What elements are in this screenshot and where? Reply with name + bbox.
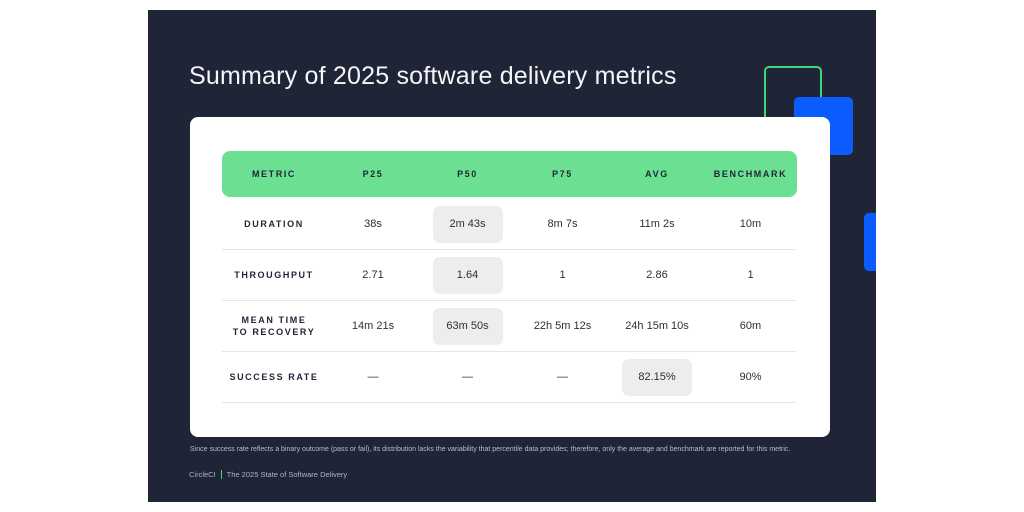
cell-avg: 11m 2s [610,218,704,230]
table-row-mttr: MEAN TIME TO RECOVERY 14m 21s 63m 50s 22… [222,301,796,352]
highlighted-value: 1.64 [432,256,503,294]
cell-value: 11m 2s [639,218,675,230]
header-p25: P25 [362,169,384,179]
cell-p75: — [515,371,610,383]
cell-avg: 82.15% [610,358,704,396]
cell-p75: 1 [515,269,610,281]
cell-value: 8m 7s [547,218,578,230]
cell-value: 14m 21s [351,320,395,332]
cell-avg: 2.86 [610,269,704,281]
cell-benchmark: 1 [704,269,797,281]
cell-p25: 2.71 [326,269,420,281]
row-label: THROUGHPUT [234,270,314,280]
cell-value: — [557,371,568,383]
page-title: Summary of 2025 software delivery metric… [189,62,677,90]
footnote: Since success rate reflects a binary out… [190,446,791,453]
highlighted-value: 2m 43s [432,205,503,243]
footer-separator [220,470,222,479]
cell-value: 1 [747,269,754,281]
cell-value: 38s [364,218,382,230]
cell-p50: — [420,371,515,383]
cell-p25: 38s [326,218,420,230]
cell-p75: 8m 7s [515,218,610,230]
cell-p50: 1.64 [420,256,515,294]
cell-value: 2.86 [646,269,668,281]
slide: Summary of 2025 software delivery metric… [148,10,876,502]
footer-report-title: The 2025 State of Software Delivery [226,470,348,479]
row-label: MEAN TIME TO RECOVERY [222,314,326,338]
cell-value: 90% [739,371,762,383]
header-p75: P75 [552,169,573,179]
table-header: METRIC P25 P50 P75 AVG BENCHMARK [222,151,797,197]
highlighted-value: 82.15% [622,358,692,396]
header-p50: P50 [457,169,478,179]
cell-value: 10m [739,218,762,230]
header-avg: AVG [645,169,669,179]
table-body: DURATION 38s 2m 43s 8m 7s 11m 2s 10m THR… [222,199,796,403]
row-label-line1: MEAN TIME [241,315,307,325]
row-label: DURATION [244,219,304,229]
row-label-line2: TO RECOVERY [232,327,316,337]
table-row-throughput: THROUGHPUT 2.71 1.64 1 2.86 1 [222,250,796,301]
decorative-blue-tab [864,213,876,271]
cell-p50: 2m 43s [420,205,515,243]
cell-benchmark: 60m [704,320,797,332]
header-benchmark: BENCHMARK [713,169,788,179]
cell-avg: 24h 15m 10s [610,320,704,332]
table-row-success-rate: SUCCESS RATE — — — 82.15% 90% [222,352,796,403]
header-metric: METRIC [251,169,297,179]
cell-value: 24h 15m 10s [625,320,689,332]
cell-value: — [462,371,473,383]
metrics-card: METRIC P25 P50 P75 AVG BENCHMARK DURATIO… [190,117,830,437]
table-row-duration: DURATION 38s 2m 43s 8m 7s 11m 2s 10m [222,199,796,250]
cell-benchmark: 90% [704,371,797,383]
cell-value: 2.71 [362,269,384,281]
highlighted-value: 63m 50s [432,307,503,345]
cell-value: 22h 5m 12s [533,320,592,332]
footer-brand: CircleCI [189,470,216,479]
row-label: SUCCESS RATE [229,372,319,382]
footer: CircleCI The 2025 State of Software Deli… [189,470,347,479]
cell-value: 1 [559,269,566,281]
cell-p75: 22h 5m 12s [515,320,610,332]
cell-value: 60m [739,320,762,332]
cell-value: — [367,371,379,383]
cell-p25: 14m 21s [326,320,420,332]
cell-p50: 63m 50s [420,307,515,345]
cell-benchmark: 10m [704,218,797,230]
cell-p25: — [326,371,420,383]
